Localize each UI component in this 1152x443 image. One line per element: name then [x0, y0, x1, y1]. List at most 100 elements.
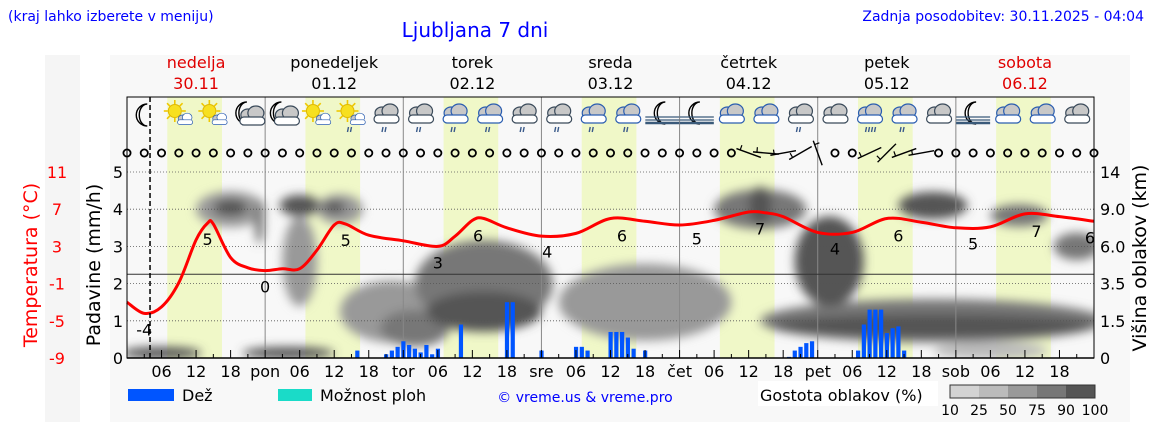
temperature-label: 6: [617, 226, 627, 245]
colorbar-tick-label: 10: [941, 403, 959, 419]
x-tick-label: tor: [392, 362, 415, 381]
rain-bar: [608, 331, 613, 358]
rain-bar: [879, 309, 884, 358]
wind-calm-icon: [623, 148, 633, 158]
wind-calm-icon: [830, 148, 840, 158]
temperature-label: -4: [136, 320, 152, 339]
cloudy-rain-icon: [373, 103, 400, 133]
rain-bar: [412, 348, 417, 358]
overcast-icon: [995, 103, 1022, 124]
overcast-rain-icon: [891, 103, 918, 133]
day-date: 30.11: [173, 74, 219, 93]
moon-fog-icon: [645, 101, 680, 125]
rain-bar: [867, 309, 872, 358]
wind-barb-icon: [812, 140, 823, 166]
wind-barb-icon: [857, 146, 882, 160]
day-name: ponedeljek: [290, 53, 379, 72]
temperature-tick-label: 3: [52, 237, 62, 256]
wind-calm-icon: [1054, 148, 1064, 158]
page-title: Ljubljana 7 dni: [402, 18, 549, 42]
colorbar-tick-label: 25: [970, 403, 988, 419]
rain-bar: [856, 350, 861, 358]
overcast-rain-icon: [580, 103, 607, 133]
precip-tick-label: 5: [113, 163, 123, 182]
temperature-label: 3: [433, 253, 443, 272]
wind-barb-icon: [736, 145, 762, 159]
plot-area: -4 5 0 5 3 6 4 6 5 7 4 6 5 7 6: [122, 97, 1099, 358]
cloud-height-tick-label: 14: [1100, 163, 1120, 182]
temperature-tick-label: -5: [49, 312, 65, 331]
axes: 06 12 18 pon 06 12 18 tor 06 12 18 sre 06 12 18 čet 06 12…: [20, 96, 1151, 381]
wind-calm-icon: [260, 148, 270, 158]
wind-calm-icon: [381, 148, 391, 158]
rain-bar: [890, 328, 895, 358]
day-name: sreda: [588, 53, 632, 72]
colorbar-swatch: [1037, 385, 1066, 398]
cloud-blob: [1053, 232, 1094, 261]
wind-calm-icon: [1037, 148, 1047, 158]
colorbar-frame: [949, 384, 1096, 399]
cloud-density-colorbar: 10 25 50 75 90 100: [941, 384, 1108, 419]
day-headers: nedelja 30.11 ponedeljek 01.12 torek 02.12 sre…: [167, 53, 1052, 93]
x-tick-label: sre: [529, 362, 553, 381]
x-tick-label: 18: [635, 362, 655, 381]
wind-calm-icon: [312, 148, 322, 158]
sun-cloud-icon: [163, 100, 193, 125]
wind-calm-icon: [433, 148, 443, 158]
x-tick-label: 18: [359, 362, 379, 381]
rain-bar: [792, 350, 797, 358]
temperature-tick-label: 7: [52, 200, 62, 219]
colorbar-tick-label: 75: [1028, 403, 1046, 419]
temperature-label: 5: [341, 231, 351, 250]
wind-barb-icon: [876, 143, 897, 163]
x-tick-label: 06: [428, 362, 448, 381]
location-hint[interactable]: (kraj lahko izberete v meniju): [8, 9, 214, 25]
wind-calm-icon: [847, 148, 857, 158]
legend-cloud-bg: [758, 381, 938, 406]
day-name: četrtek: [720, 53, 778, 72]
cloud-blob: [898, 191, 968, 220]
temperature-label: 6: [1085, 228, 1095, 247]
x-tick-label: 18: [220, 362, 240, 381]
cloudy-icon: [822, 103, 849, 124]
x-tick-label: 18: [497, 362, 517, 381]
x-tick-label: 18: [1049, 362, 1069, 381]
wind-calm-icon: [450, 148, 460, 158]
cloudy-rain-icon: [511, 103, 538, 133]
wind-calm-icon: [519, 148, 529, 158]
temperature-label: 5: [692, 230, 702, 249]
wind-calm-icon: [277, 148, 287, 158]
precip-tick-label: 1: [113, 312, 123, 331]
rain-bar: [896, 326, 901, 358]
cloud-density-field: [127, 186, 1094, 358]
wind-calm-icon: [502, 148, 512, 158]
moon-cloud-icon: [269, 101, 301, 126]
colorbar-swatch: [950, 385, 979, 398]
wind-calm-icon: [295, 148, 305, 158]
rain-bar: [804, 343, 809, 358]
x-tick-label: 18: [911, 362, 931, 381]
day-date: 02.12: [449, 74, 495, 93]
rain-bar: [625, 337, 630, 358]
wind-calm-icon: [416, 148, 426, 158]
rain-bar: [389, 350, 394, 358]
temperature-label: 7: [755, 220, 765, 239]
daylight-band: [167, 97, 222, 358]
day-date: 06.12: [1002, 74, 1048, 93]
copyright-link[interactable]: © vreme.us & vreme.pro: [497, 390, 672, 406]
x-tick-label: 12: [738, 362, 758, 381]
day-date: 01.12: [311, 74, 357, 93]
wind-calm-icon: [968, 148, 978, 158]
overcast-rain-icon: [442, 103, 469, 133]
cloud-height-axis-label: Višina oblakov (km): [1129, 165, 1151, 352]
wind-calm-icon: [657, 148, 667, 158]
cloud-blob: [932, 341, 1048, 358]
cloud-blob: [322, 200, 346, 214]
wind-calm-icon: [571, 148, 581, 158]
cloudy-icon: [1064, 103, 1091, 124]
x-tick-label: pon: [250, 362, 280, 381]
cloud-blob: [748, 186, 772, 225]
day-name: nedelja: [167, 53, 226, 72]
colorbar-swatch: [1008, 385, 1037, 398]
overcast-rain-icon: [615, 103, 642, 133]
